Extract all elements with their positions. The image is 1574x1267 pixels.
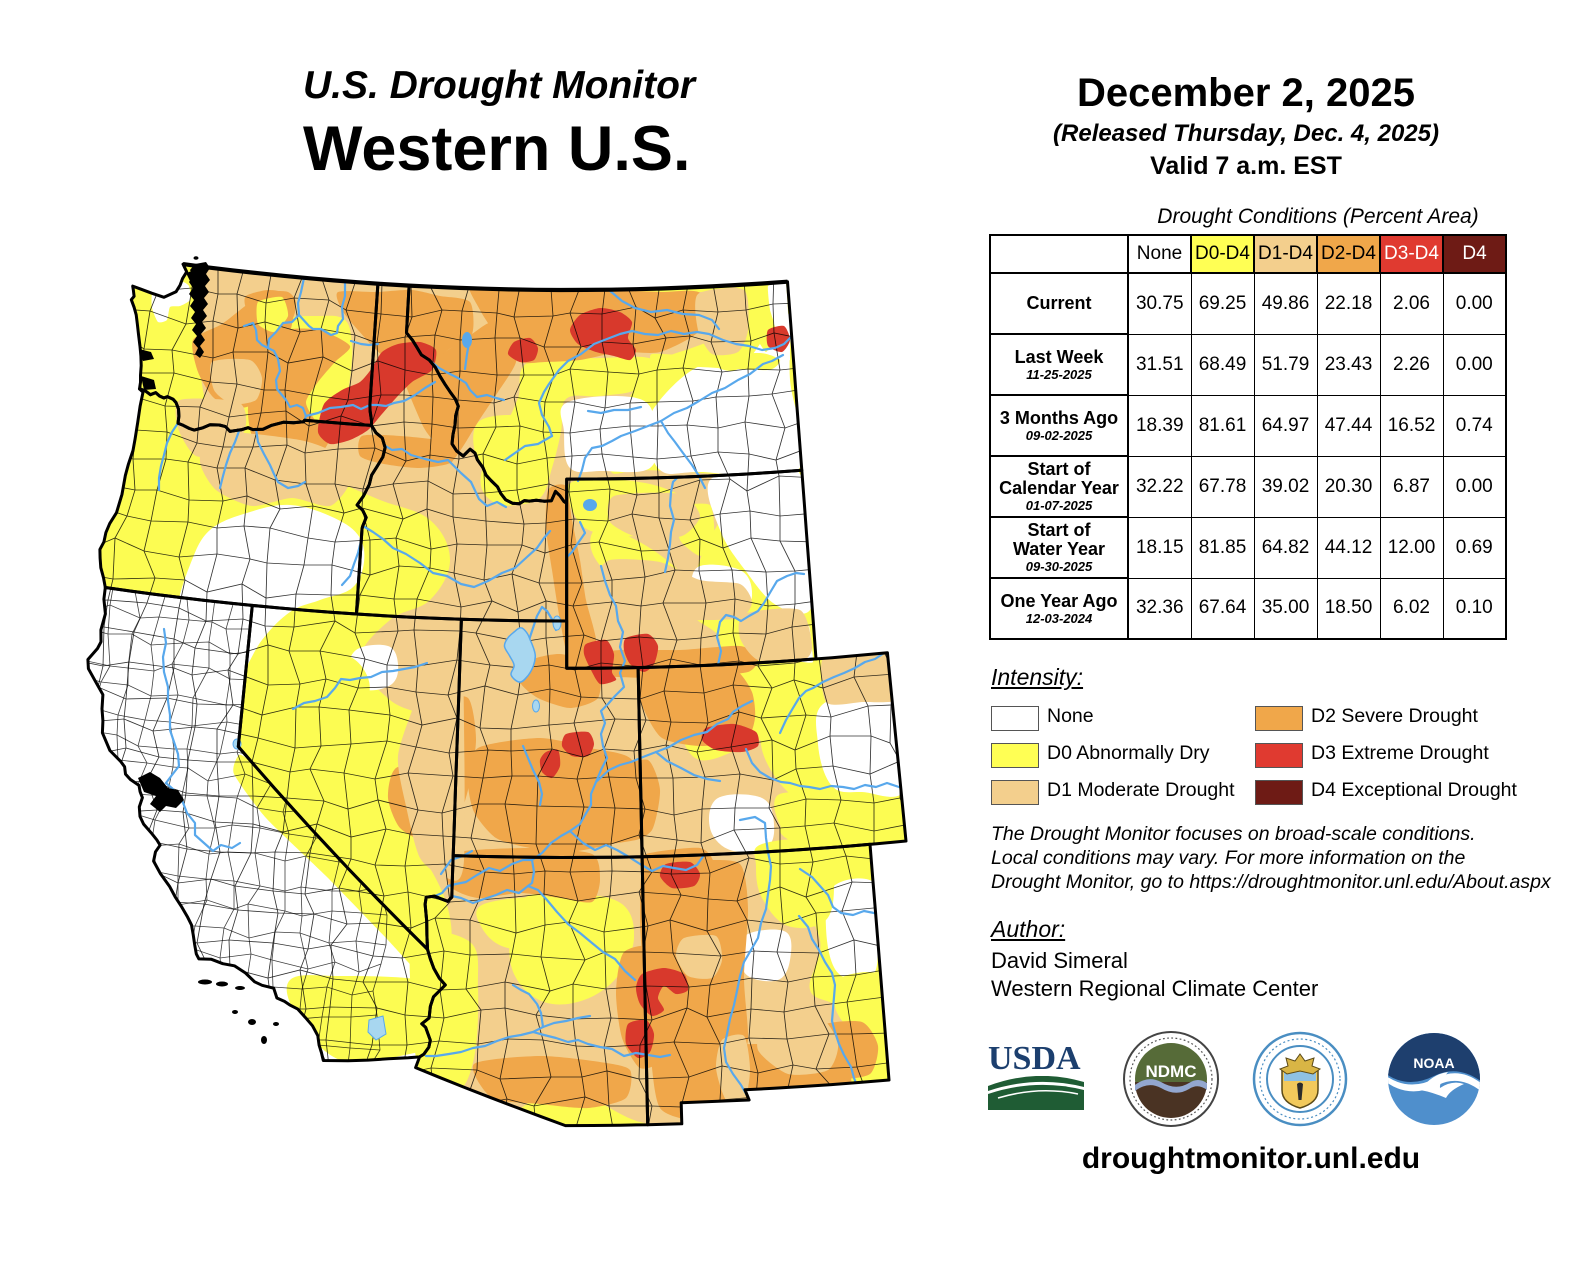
svg-text:NDMC: NDMC [1146, 1062, 1197, 1081]
svg-text:NOAA: NOAA [1413, 1055, 1454, 1071]
